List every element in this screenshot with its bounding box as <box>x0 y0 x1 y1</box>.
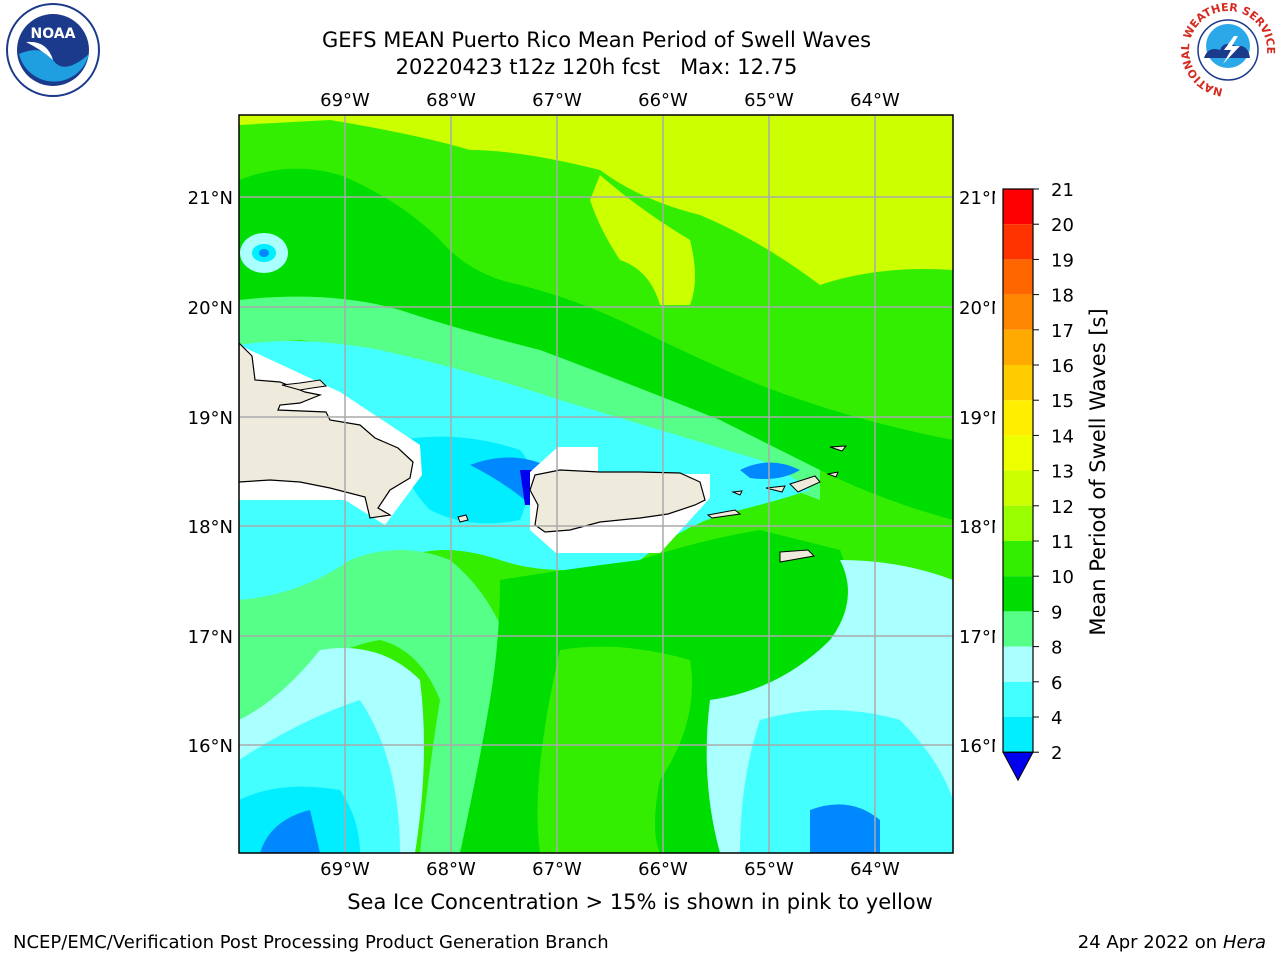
colorbar-tick-label: 11 <box>1051 532 1074 553</box>
colorbar-segment <box>1003 224 1033 260</box>
gridlines <box>239 115 953 853</box>
colorbar-segment <box>1003 329 1033 365</box>
lon-label: 68°W <box>426 90 476 111</box>
colorbar-tick-label: 9 <box>1051 602 1062 623</box>
colorbar-segment <box>1003 611 1033 647</box>
lat-label: 17°N <box>959 627 1004 648</box>
colorbar-segment <box>1003 365 1033 401</box>
colorbar: 21 20 19 18 17 16 15 14 13 12 11 10 9 8 6 4 2 <box>1002 180 1074 782</box>
ice-note: Sea Ice Concentration > 15% is shown in … <box>347 890 933 914</box>
lat-label: 19°N <box>959 408 1004 429</box>
lon-label: 67°W <box>532 859 582 880</box>
colorbar-tick-label: 2 <box>1051 743 1062 764</box>
lon-label: 69°W <box>320 859 370 880</box>
map-title: GEFS MEAN Puerto Rico Mean Period of Swe… <box>321 28 872 52</box>
colorbar-segment <box>1003 189 1033 225</box>
lat-label: 20°N <box>959 298 1004 319</box>
lat-label: 18°N <box>188 517 233 538</box>
lat-label: 17°N <box>188 627 233 648</box>
colorbar-tick-label: 18 <box>1051 286 1074 307</box>
lat-label: 16°N <box>188 736 233 757</box>
colorbar-segment <box>1003 576 1033 612</box>
colorbar-segment <box>1003 717 1033 753</box>
colorbar-segment <box>1003 294 1033 330</box>
lon-label: 66°W <box>638 859 688 880</box>
lon-label: 66°W <box>638 90 688 111</box>
lon-labels-top: 69°W 68°W 67°W 66°W 65°W 64°W <box>320 90 900 111</box>
lat-label: 18°N <box>959 517 1004 538</box>
noaa-logo-text: NOAA <box>31 26 76 42</box>
colorbar-tick-label: 4 <box>1051 708 1062 729</box>
lat-label: 19°N <box>188 408 233 429</box>
ice-note-wrap: Sea Ice Concentration > 15% is shown in … <box>0 890 1280 914</box>
lon-label: 64°W <box>850 90 900 111</box>
colorbar-tick-label: 20 <box>1051 215 1074 236</box>
footer-credit: NCEP/EMC/Verification Post Processing Pr… <box>13 932 609 953</box>
lat-labels-left: 21°N 20°N 19°N 18°N 17°N 16°N <box>188 188 233 757</box>
colorbar-segment <box>1003 505 1033 541</box>
colorbar-tick-label: 14 <box>1051 426 1074 447</box>
colorbar-segment <box>1003 400 1033 436</box>
map-subtitle: 20220423 t12z 120h fcst Max: 12.75 <box>395 55 798 79</box>
lat-labels-right: 21°N 20°N 19°N 18°N 17°N 16°N <box>959 188 1004 757</box>
contour-fill <box>239 115 953 853</box>
lon-label: 65°W <box>744 90 794 111</box>
lon-label: 65°W <box>744 859 794 880</box>
colorbar-segment <box>1003 681 1033 717</box>
colorbar-segment <box>1003 541 1033 577</box>
colorbar-tick-label: 8 <box>1051 638 1062 659</box>
colorbar-tick-label: 17 <box>1051 321 1074 342</box>
nws-logo-icon: NATIONAL WEATHER SERVICE <box>1179 2 1277 98</box>
colorbar-segment <box>1003 259 1033 295</box>
footer-machine: Hera <box>1222 932 1266 953</box>
lat-label: 16°N <box>959 736 1004 757</box>
map-frame <box>238 114 954 854</box>
footer-date: 24 Apr 2022 on <box>1077 932 1218 953</box>
lat-label: 21°N <box>959 188 1004 209</box>
lon-label: 64°W <box>850 859 900 880</box>
lon-label: 68°W <box>426 859 476 880</box>
colorbar-segment <box>1003 646 1033 682</box>
colorbar-tick-label: 16 <box>1051 356 1074 377</box>
lon-label: 67°W <box>532 90 582 111</box>
lon-label: 69°W <box>320 90 370 111</box>
lon-labels-bottom: 69°W 68°W 67°W 66°W 65°W 64°W <box>320 859 900 880</box>
colorbar-tick-label: 10 <box>1051 567 1074 588</box>
colorbar-tick-label: 6 <box>1051 673 1062 694</box>
lat-label: 21°N <box>188 188 233 209</box>
colorbar-tick-label: 19 <box>1051 250 1074 271</box>
lat-label: 20°N <box>188 298 233 319</box>
footer-date-wrap: 24 Apr 2022 on Hera <box>1078 932 1266 953</box>
noaa-logo-icon: NOAA <box>6 3 100 97</box>
colorbar-segment <box>1003 435 1033 471</box>
colorbar-tick-label: 13 <box>1051 462 1074 483</box>
colorbar-segment <box>1003 470 1033 506</box>
colorbar-label: Mean Period of Swell Waves [s] <box>1086 308 1110 635</box>
colorbar-tick-label: 12 <box>1051 497 1074 518</box>
colorbar-tick-label: 21 <box>1051 180 1074 201</box>
colorbar-tick-label: 15 <box>1051 391 1074 412</box>
